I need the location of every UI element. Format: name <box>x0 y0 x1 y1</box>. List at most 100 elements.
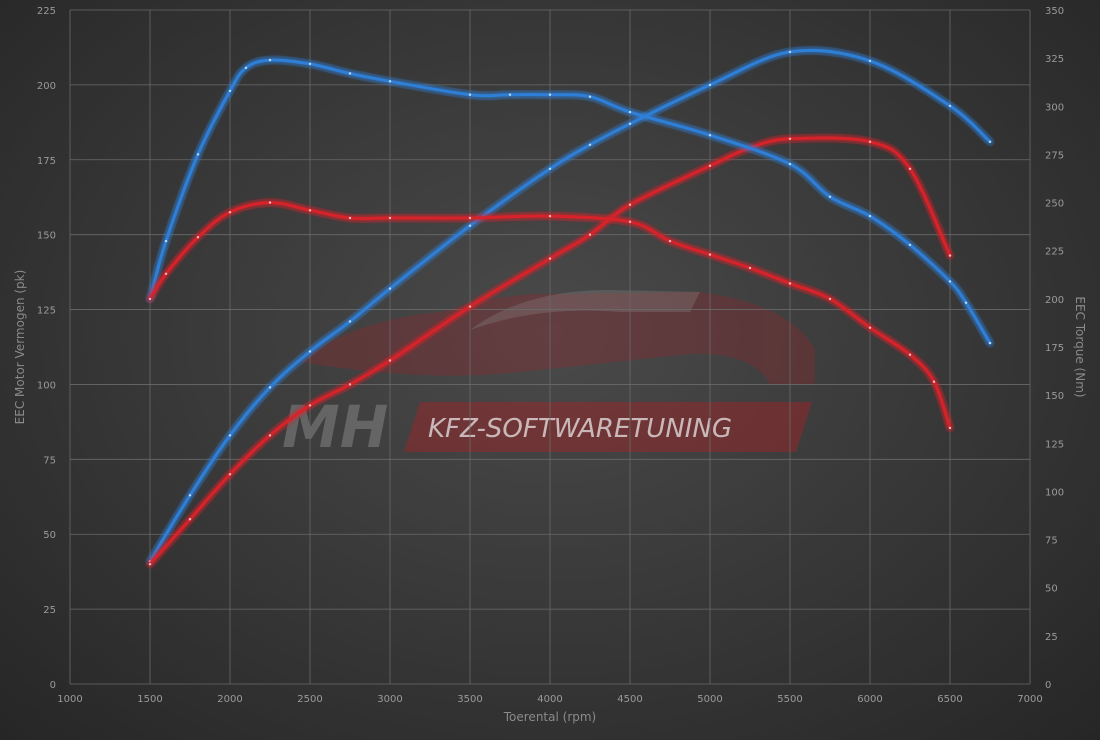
series-point <box>348 383 352 386</box>
series-point <box>588 233 592 236</box>
series-point <box>244 66 248 70</box>
watermark-logo: MH KFZ-SOFTWARETUNING <box>282 290 815 461</box>
series-point <box>348 72 352 75</box>
series-point <box>628 220 632 223</box>
series-point <box>868 326 872 329</box>
series-point <box>964 301 968 304</box>
series-point <box>588 95 592 98</box>
y-right-tick-label: 250 <box>1045 199 1064 210</box>
x-tick-label: 3500 <box>457 694 482 705</box>
series-point <box>548 214 552 218</box>
y-left-tick-label: 225 <box>37 6 56 17</box>
series-point <box>468 93 472 96</box>
series-point <box>148 297 152 301</box>
y-right-tick-label: 325 <box>1045 54 1064 65</box>
series-point <box>708 164 712 167</box>
series-point <box>948 280 952 283</box>
series-point <box>164 272 168 275</box>
y-right-tick-label: 125 <box>1045 439 1064 450</box>
x-tick-label: 2500 <box>297 694 322 705</box>
series-point <box>268 386 272 389</box>
x-tick-label: 1500 <box>137 694 162 705</box>
series-point <box>628 203 632 206</box>
series-point <box>388 359 392 362</box>
x-tick-label: 5500 <box>777 694 802 705</box>
x-tick-label: 4500 <box>617 694 642 705</box>
y-right-tick-label: 175 <box>1045 343 1064 354</box>
series-point <box>308 62 312 66</box>
series-point <box>948 104 952 108</box>
y-left-tick-label: 200 <box>37 81 56 92</box>
series-point <box>948 254 952 257</box>
x-tick-label: 2000 <box>217 694 242 705</box>
x-axis-tick-labels: 1000 1500 2000 2500 3000 3500 4000 4500 5000 5500… <box>57 694 1042 705</box>
series-point <box>828 195 832 198</box>
series-point <box>196 153 200 156</box>
series-point <box>908 243 912 247</box>
y-right-tick-label: 25 <box>1045 632 1058 643</box>
series-point <box>228 211 232 214</box>
y-right-tick-label: 75 <box>1045 536 1058 547</box>
series-point <box>548 93 552 96</box>
series-point <box>868 140 872 143</box>
y-right-tick-label: 150 <box>1045 391 1064 402</box>
y-left-tick-label: 0 <box>50 680 56 691</box>
series-point <box>228 434 232 437</box>
y-left-tick-label: 150 <box>37 231 56 242</box>
series-point <box>868 214 872 218</box>
series-point <box>908 353 912 356</box>
series-point <box>548 257 552 260</box>
y-left-tick-label: 25 <box>43 605 56 616</box>
x-tick-label: 5000 <box>697 694 722 705</box>
series-point <box>308 404 312 407</box>
series-point <box>788 282 792 285</box>
series-point <box>468 224 472 227</box>
series-point <box>268 434 272 437</box>
y-right-tick-label: 275 <box>1045 150 1064 161</box>
series-point <box>388 287 392 290</box>
x-tick-label: 6500 <box>937 694 962 705</box>
x-axis-title: Toerental (rpm) <box>503 710 596 724</box>
watermark-initials: MH <box>282 393 388 461</box>
series-point <box>588 143 592 146</box>
watermark-car-silhouette <box>300 292 815 385</box>
series-point <box>988 140 992 143</box>
y-right-tick-label: 200 <box>1045 295 1064 306</box>
series-point <box>228 89 232 93</box>
series-line-torque-3 <box>148 201 952 430</box>
series-point <box>164 239 168 243</box>
series-point <box>188 494 192 497</box>
x-tick-label: 7000 <box>1017 694 1042 705</box>
series-point <box>932 380 936 383</box>
series-point <box>388 216 392 220</box>
series-point <box>828 297 832 301</box>
y-right-axis-tick-labels: 0 25 50 75 100 125 150 175 200 225 250 275 300 325 350 <box>1045 6 1064 691</box>
y-right-tick-label: 100 <box>1045 487 1064 498</box>
watermark-brand-name: KFZ-SOFTWARETUNING <box>428 414 732 444</box>
series-point <box>708 83 712 87</box>
series-point <box>268 58 272 62</box>
series-point <box>868 59 872 63</box>
y-right-tick-label: 50 <box>1045 584 1058 595</box>
y-left-tick-label: 50 <box>43 530 56 541</box>
series-point <box>468 305 472 308</box>
series-point <box>548 167 552 170</box>
y-left-axis-title: EEC Motor Vermogen (pk) <box>13 270 27 425</box>
y-right-axis-title: EEC Torque (Nm) <box>1073 296 1087 397</box>
series-point <box>708 134 712 137</box>
series-point <box>748 266 752 270</box>
series-point <box>788 162 792 166</box>
series-point <box>468 216 472 220</box>
series-point <box>388 80 392 83</box>
y-left-tick-label: 175 <box>37 156 56 167</box>
y-right-tick-label: 0 <box>1045 680 1051 691</box>
grid-lines <box>69 9 1031 685</box>
series-point <box>708 253 712 256</box>
y-right-tick-label: 300 <box>1045 102 1064 113</box>
series-lines <box>145 45 995 569</box>
series-point <box>508 93 512 96</box>
series-point <box>148 563 152 566</box>
series-point <box>908 167 912 170</box>
series-point <box>788 50 792 54</box>
y-left-tick-label: 125 <box>37 306 56 317</box>
